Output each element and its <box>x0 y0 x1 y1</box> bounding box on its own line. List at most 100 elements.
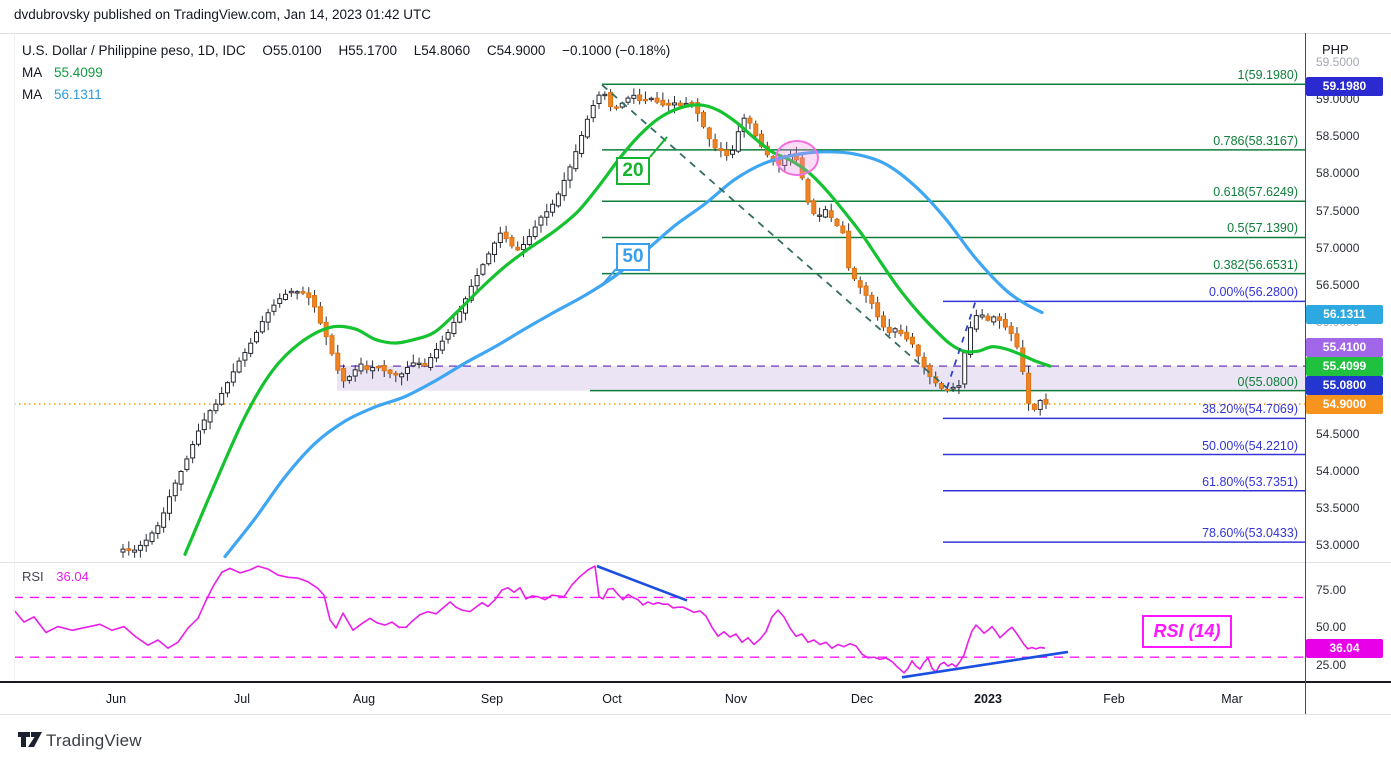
ma20-tag-annotation[interactable]: 20 <box>616 157 650 185</box>
tag-connector <box>601 268 617 286</box>
symbol-legend: U.S. Dollar / Philippine peso, 1D, IDC O… <box>22 40 670 106</box>
candle-down <box>886 326 892 334</box>
price-badge: 55.4100 <box>1306 338 1383 357</box>
candle-down <box>909 336 915 345</box>
candle-down <box>422 362 428 367</box>
price-axis-separator[interactable] <box>1305 33 1306 714</box>
candle-up <box>195 430 201 445</box>
ma50-legend-value: 56.1311 <box>54 87 102 102</box>
rsi-legend-label: RSI <box>22 569 44 584</box>
candle-up <box>155 525 161 534</box>
time-tick: Dec <box>850 692 874 706</box>
candle-up <box>294 291 300 294</box>
price-tick: 58.5000 <box>1316 129 1360 144</box>
candle-down <box>381 364 387 372</box>
candle-up <box>596 94 602 104</box>
candle-up <box>254 331 260 343</box>
highlight-circle-annotation[interactable] <box>775 140 819 176</box>
symbol-title: U.S. Dollar / Philippine peso, 1D, IDC <box>22 43 246 58</box>
candle-up <box>492 242 498 256</box>
support-zone[interactable] <box>337 366 1305 391</box>
candle-up <box>207 410 213 423</box>
time-axis-bottom-border <box>0 714 1391 715</box>
candle-up <box>950 386 956 390</box>
candle-up <box>579 134 585 154</box>
candle-down <box>904 331 910 340</box>
candle-up <box>979 314 985 318</box>
candle-down <box>921 356 927 368</box>
price-tick: 53.0000 <box>1316 538 1360 553</box>
candle-up <box>968 327 974 355</box>
candle-down <box>846 230 852 269</box>
candle-down <box>869 294 875 304</box>
candle-up <box>404 366 410 374</box>
candle-down <box>1026 372 1032 404</box>
fib-label-green: 0.618(57.6249) <box>1213 185 1298 200</box>
candle-up <box>410 362 416 367</box>
ohlc-high: H55.1700 <box>338 43 397 58</box>
candle-up <box>973 315 979 330</box>
candle-up <box>648 97 654 101</box>
candle-up <box>602 93 608 97</box>
rsi-divergence-line[interactable] <box>901 650 1069 679</box>
rsi-line[interactable] <box>13 565 1046 674</box>
candle-up <box>283 293 289 300</box>
candle-down <box>944 388 950 392</box>
candle-up <box>892 328 898 333</box>
pane-separator[interactable] <box>0 562 1391 563</box>
candle-up <box>567 166 573 181</box>
candle-up <box>248 342 254 354</box>
candle-up <box>526 236 532 245</box>
candle-up <box>149 532 155 543</box>
candle-up <box>236 360 242 373</box>
candle-up <box>370 367 376 372</box>
candle-up <box>521 244 527 251</box>
rsi-tag-annotation[interactable]: RSI (14) <box>1142 615 1232 648</box>
attribution-text: dvdubrovsky published on TradingView.com… <box>14 7 432 22</box>
candle-down <box>811 200 817 214</box>
fib-label-green: 0(55.0800) <box>1237 374 1298 389</box>
time-tick: Sep <box>480 692 504 706</box>
price-tick: 59.5000 <box>1316 54 1360 69</box>
candle-down <box>724 149 730 156</box>
ohlc-open: O55.0100 <box>262 43 322 58</box>
rsi-tick: 50.00 <box>1316 620 1347 635</box>
candle-down <box>126 548 132 551</box>
candle-up <box>486 253 492 265</box>
price-badge: 55.4099 <box>1306 357 1383 376</box>
fib-label-blue: 61.80%(53.7351) <box>1202 474 1298 489</box>
time-tick: Mar <box>1221 692 1243 706</box>
candle-up <box>991 316 997 323</box>
ma50-tag-annotation[interactable]: 50 <box>616 243 650 271</box>
rsi-divergence-line[interactable] <box>596 564 688 602</box>
fib-label-blue: 38.20%(54.7069) <box>1202 402 1298 417</box>
candle-up <box>399 373 405 378</box>
candle-down <box>509 237 515 247</box>
candle-up <box>538 216 544 226</box>
candle-down <box>898 329 904 335</box>
candle-up <box>532 226 538 238</box>
rsi-tick: 25.00 <box>1316 657 1347 672</box>
ohlc-close: C54.9000 <box>486 43 546 58</box>
candle-up <box>265 312 271 323</box>
price-tick: 54.0000 <box>1316 464 1360 478</box>
candle-up <box>213 403 219 412</box>
candle-up <box>468 285 474 301</box>
fib-retracement-blue <box>943 300 1305 543</box>
candle-up <box>625 97 631 103</box>
ma20-line[interactable] <box>183 103 1052 556</box>
candle-up <box>735 131 741 152</box>
candle-down <box>1043 399 1049 405</box>
time-tick: Jun <box>105 692 127 706</box>
candle-up <box>219 392 225 405</box>
candle-down <box>747 117 753 124</box>
bounce-dashed-line[interactable] <box>946 299 977 389</box>
candle-up <box>730 149 736 155</box>
downtrend-dashed-line[interactable] <box>601 84 948 389</box>
fib-label-blue: 0.00%(56.2800) <box>1209 285 1298 300</box>
time-tick: Oct <box>602 692 622 706</box>
price-badge: 36.04 <box>1306 639 1383 658</box>
candle-down <box>317 306 323 324</box>
